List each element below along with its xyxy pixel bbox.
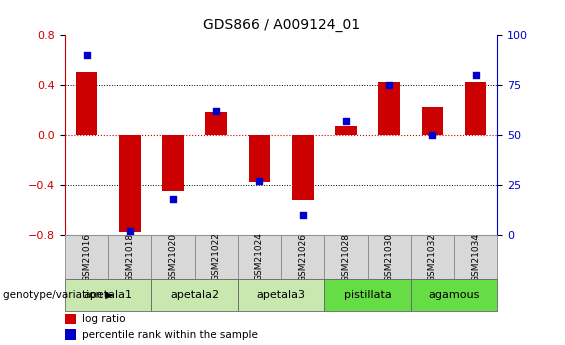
Text: apetala1: apetala1 <box>84 290 133 300</box>
Bar <box>281 235 324 279</box>
Text: GSM21018: GSM21018 <box>125 233 134 282</box>
Bar <box>206 112 227 135</box>
Text: GSM21020: GSM21020 <box>168 233 177 282</box>
Bar <box>162 135 184 191</box>
Bar <box>65 314 76 324</box>
Bar <box>151 235 194 279</box>
Bar <box>238 235 281 279</box>
Bar <box>411 235 454 279</box>
Text: GSM21034: GSM21034 <box>471 233 480 282</box>
Bar <box>65 329 76 340</box>
Bar <box>194 235 238 279</box>
Bar <box>119 135 141 232</box>
Text: GSM21026: GSM21026 <box>298 233 307 282</box>
Text: percentile rank within the sample: percentile rank within the sample <box>82 330 258 340</box>
Bar <box>324 235 368 279</box>
Bar <box>65 235 108 279</box>
Bar <box>421 107 443 135</box>
Text: GSM21032: GSM21032 <box>428 233 437 282</box>
Bar <box>324 279 411 311</box>
Point <box>168 196 177 201</box>
Bar <box>454 235 497 279</box>
Bar <box>151 279 238 311</box>
Text: GSM21016: GSM21016 <box>82 233 91 282</box>
Title: GDS866 / A009124_01: GDS866 / A009124_01 <box>202 18 360 32</box>
Point <box>385 82 394 87</box>
Bar <box>379 82 400 135</box>
Point <box>125 228 134 233</box>
Point <box>298 212 307 217</box>
Bar <box>465 82 486 135</box>
Bar <box>367 235 411 279</box>
Text: agamous: agamous <box>428 290 480 300</box>
Bar <box>411 279 497 311</box>
Bar <box>108 235 151 279</box>
Point <box>471 72 480 77</box>
Point <box>341 118 350 123</box>
Text: apetala3: apetala3 <box>257 290 306 300</box>
Text: apetala2: apetala2 <box>170 290 219 300</box>
Point <box>82 52 91 57</box>
Text: GSM21022: GSM21022 <box>212 233 221 282</box>
Bar <box>65 279 151 311</box>
Point <box>428 132 437 137</box>
Bar <box>249 135 270 182</box>
Text: genotype/variation ▶: genotype/variation ▶ <box>3 290 113 300</box>
Text: log ratio: log ratio <box>82 314 126 324</box>
Point <box>255 178 264 183</box>
Bar <box>292 135 314 199</box>
Text: pistillata: pistillata <box>344 290 392 300</box>
Bar <box>335 126 357 135</box>
Bar <box>76 72 97 135</box>
Bar <box>238 279 324 311</box>
Text: GSM21030: GSM21030 <box>385 233 394 282</box>
Point <box>212 108 221 113</box>
Text: GSM21028: GSM21028 <box>341 233 350 282</box>
Text: GSM21024: GSM21024 <box>255 233 264 282</box>
